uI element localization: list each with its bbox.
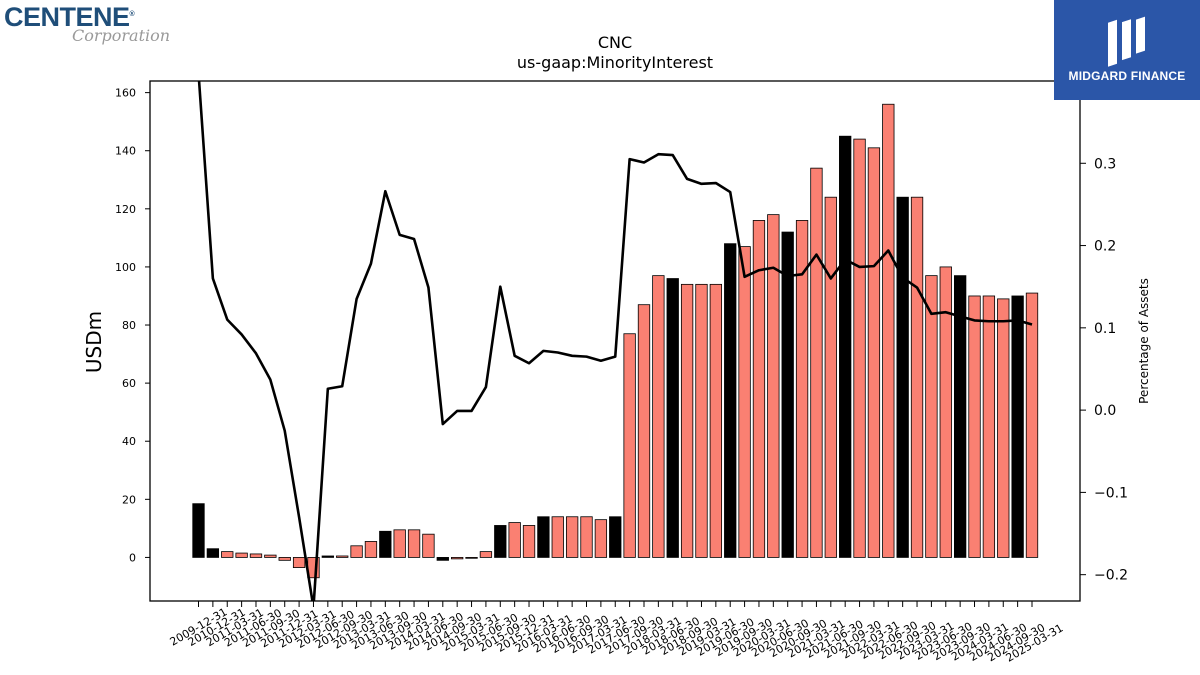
bar: [767, 214, 780, 558]
y2-tick-label: 0.1: [1094, 321, 1116, 337]
bar: [609, 516, 622, 558]
centene-logo-subtitle: Corporation: [72, 26, 171, 45]
bar: [594, 519, 608, 558]
bar: [839, 135, 852, 558]
bar: [551, 516, 564, 558]
y-tick-label: 60: [122, 377, 136, 390]
y2-tick-label: −0.2: [1094, 568, 1128, 584]
bar-series: [192, 103, 1039, 579]
bar: [436, 557, 449, 561]
bar: [637, 304, 651, 558]
bar: [508, 522, 521, 558]
bar: [680, 283, 694, 558]
bar: [292, 557, 306, 568]
bar: [982, 295, 996, 558]
y-axis-label: USDm: [82, 311, 106, 373]
bar: [752, 220, 766, 558]
bar: [364, 541, 378, 558]
y-ticks: 0 20 40 60 80 100 120 140 160: [115, 87, 150, 564]
bar: [1011, 295, 1024, 558]
chart-subtitle: us-gaap:MinorityInterest: [517, 53, 713, 72]
y2-tick-label: 0.3: [1094, 156, 1116, 172]
bar: [479, 551, 493, 558]
midgard-finance-logo: MIDGARD FINANCE: [1054, 0, 1200, 100]
bar: [565, 516, 579, 558]
bar: [896, 196, 909, 558]
line-series: [197, 81, 1033, 601]
chart-title: CNC: [598, 33, 632, 52]
bar: [666, 278, 679, 558]
bar: [623, 333, 636, 558]
bar: [910, 196, 924, 558]
bar: [882, 103, 895, 558]
bar: [336, 555, 349, 558]
pct-assets-line: [197, 81, 1033, 601]
registered-mark: ®: [129, 11, 135, 18]
bar: [738, 246, 751, 558]
bar: [781, 231, 794, 558]
bar: [853, 138, 866, 558]
bar: [580, 516, 593, 558]
bar: [997, 298, 1010, 558]
y2-axis-label: Percentage of Assets: [1137, 278, 1151, 404]
bar: [264, 554, 277, 558]
bar: [925, 275, 938, 558]
bar: [379, 530, 392, 558]
bar: [1025, 292, 1039, 558]
bar: [724, 243, 737, 558]
bar: [954, 275, 967, 558]
bar: [192, 503, 205, 558]
midgard-finance-text: MIDGARD FINANCE: [1068, 69, 1186, 83]
x-ticks: 2009-12-312010-12-312011-03-312011-06-30…: [168, 601, 1066, 665]
bar: [249, 553, 263, 558]
bar: [709, 283, 722, 558]
bar: [810, 167, 823, 558]
y-tick-label: 160: [115, 87, 136, 100]
bar: [221, 551, 234, 558]
bar: [407, 529, 421, 558]
centene-logo-text: CENTENE: [4, 2, 130, 32]
bar: [695, 283, 708, 558]
bar: [652, 275, 665, 558]
y2-tick-label: −0.1: [1094, 485, 1128, 501]
bar: [451, 557, 464, 560]
bar: [939, 266, 952, 558]
bar: [235, 552, 248, 558]
bar: [278, 557, 291, 561]
bar: [968, 295, 981, 558]
y-tick-label: 40: [122, 435, 136, 448]
y2-tick-label: 0.2: [1094, 239, 1116, 255]
y-tick-label: 80: [122, 319, 136, 332]
bar: [206, 548, 220, 558]
bar: [422, 533, 435, 558]
y-tick-label: 100: [115, 261, 136, 274]
bar: [321, 555, 334, 558]
bar: [795, 220, 809, 558]
bar: [393, 529, 406, 558]
bar: [824, 196, 837, 558]
y-tick-label: 120: [115, 203, 136, 216]
bar: [537, 516, 550, 558]
centene-logo: CENTENE® Corporation: [4, 2, 174, 46]
bar: [465, 557, 478, 559]
bar: [494, 525, 507, 558]
y-tick-label: 20: [122, 493, 136, 506]
y-tick-label: 0: [129, 551, 136, 564]
y-tick-label: 140: [115, 145, 136, 158]
bar: [522, 525, 536, 558]
bar: [867, 147, 881, 558]
bar: [350, 545, 363, 558]
midgard-mark-icon: [1108, 16, 1145, 67]
y2-tick-label: 0.0: [1094, 403, 1116, 419]
y2-ticks: −0.2 −0.1 0.0 0.1 0.2 0.3: [1080, 156, 1128, 584]
